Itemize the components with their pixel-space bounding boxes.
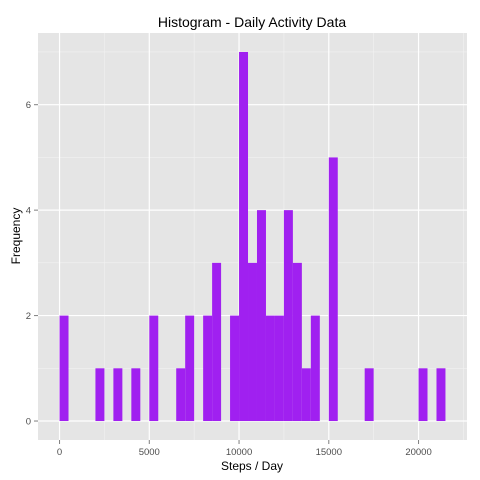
histogram-bar	[59, 315, 69, 422]
y-tick-label: 4	[26, 206, 31, 217]
x-tick-label: 20000	[405, 447, 431, 458]
histogram-bar	[292, 262, 302, 422]
histogram-bar	[149, 315, 159, 422]
x-tick-label: 15000	[316, 447, 342, 458]
x-tick-label: 5000	[139, 447, 160, 458]
histogram-bar	[328, 157, 338, 422]
histogram-bar	[230, 315, 240, 422]
y-axis-title: Frequency	[9, 208, 23, 265]
histogram-bars	[59, 51, 446, 422]
histogram-bar	[274, 315, 284, 422]
y-axis-ticks: 0 2 4 6	[26, 100, 38, 428]
histogram-bar	[131, 368, 141, 422]
histogram-bar	[95, 368, 105, 422]
histogram-bar	[248, 262, 257, 422]
histogram-bar	[364, 368, 374, 422]
histogram-bar	[418, 368, 428, 422]
histogram-bar	[212, 262, 222, 422]
y-tick-label: 6	[26, 100, 31, 111]
histogram-bar	[176, 368, 186, 422]
y-tick-label: 0	[26, 417, 31, 428]
histogram-bar	[239, 51, 249, 422]
histogram-bar	[185, 315, 195, 422]
x-axis-ticks: 0 5000 10000 15000 20000	[57, 440, 432, 458]
chart-title: Histogram - Daily Activity Data	[158, 14, 346, 30]
histogram-bar	[436, 368, 446, 422]
histogram-bar	[256, 210, 266, 422]
x-axis-title: Steps / Day	[221, 459, 283, 473]
histogram-bar	[265, 315, 275, 422]
x-tick-label: 10000	[226, 447, 252, 458]
histogram-bar	[203, 315, 213, 422]
y-tick-label: 2	[26, 311, 31, 322]
histogram-bar	[113, 368, 123, 422]
histogram-bar	[301, 368, 311, 422]
x-tick-label: 0	[57, 447, 62, 458]
histogram-bar	[283, 210, 293, 422]
histogram-bar	[310, 315, 320, 422]
